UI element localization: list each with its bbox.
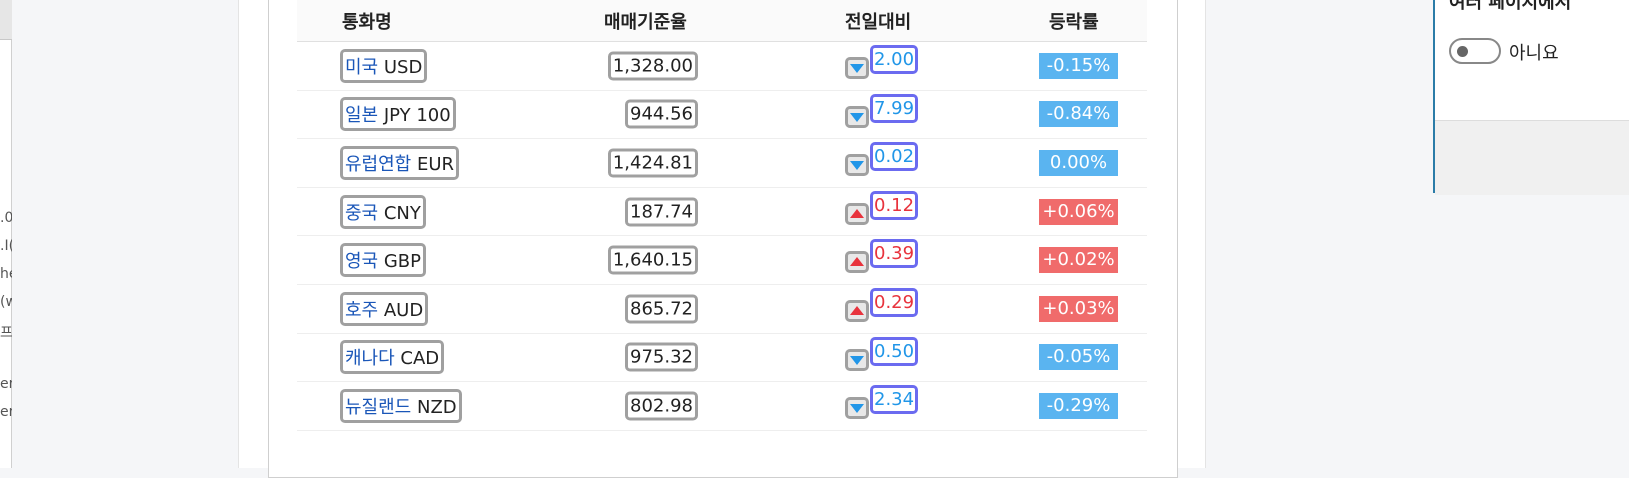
table-row: 중국 CNY 187.74 0.12 +0.06% xyxy=(297,188,1147,237)
header-rate-change: 등락률 xyxy=(1049,12,1099,33)
popup-footer xyxy=(1435,120,1629,195)
currency-code: NZD xyxy=(416,396,457,418)
currency-link[interactable]: 뉴질랜드 NZD xyxy=(340,388,462,423)
arrow-down-icon xyxy=(845,397,869,420)
settings-popup: 여러 페이지에서 아니요 xyxy=(1433,0,1629,195)
currency-name: 일본 xyxy=(345,105,379,127)
arrow-down-icon xyxy=(845,348,869,371)
rate-change-badge: -0.84% xyxy=(1039,101,1118,128)
base-rate-value: 1,328.00 xyxy=(607,51,698,81)
base-rate-value: 975.32 xyxy=(625,342,698,372)
currency-link[interactable]: 일본 JPY 100 xyxy=(340,97,456,132)
left-panel-edge: .0 .I( he (w 프 er er xyxy=(0,0,12,468)
currency-code: JPY 100 xyxy=(383,105,451,127)
base-rate-value: 1,640.15 xyxy=(607,245,698,275)
change-value: 0.50 xyxy=(870,336,919,366)
currency-code: CNY xyxy=(383,202,421,224)
rate-change-badge: 0.00% xyxy=(1039,149,1118,176)
toggle-label: 아니요 xyxy=(1509,43,1559,64)
base-rate-value: 187.74 xyxy=(625,197,698,227)
arrow-down-icon xyxy=(845,154,869,177)
table-row: 뉴질랜드 NZD 802.98 2.34 -0.29% xyxy=(297,382,1147,431)
table-row: 호주 AUD 865.72 0.29 +0.03% xyxy=(297,285,1147,334)
left-panel-scrollbar[interactable] xyxy=(0,0,12,40)
change-value: 0.39 xyxy=(870,239,919,269)
left-text-fragment: .I( xyxy=(0,238,12,254)
change-value: 0.29 xyxy=(870,287,919,317)
rate-change-badge: -0.29% xyxy=(1039,392,1118,419)
currency-name: 미국 xyxy=(345,56,379,78)
base-rate-value: 1,424.81 xyxy=(607,148,698,178)
arrow-up-icon xyxy=(845,202,869,225)
exchange-rate-table: 통화명 매매기준율 전일대비 등락률 미국 USD 1,328.00 2.00 -0.… xyxy=(297,0,1147,431)
toggle-switch[interactable] xyxy=(1449,38,1501,64)
currency-name: 유럽연합 xyxy=(345,153,412,175)
currency-name: 영국 xyxy=(345,251,379,273)
rate-change-badge: +0.02% xyxy=(1039,247,1118,274)
left-text-fragment: .0 xyxy=(0,210,12,226)
currency-link[interactable]: 영국 GBP xyxy=(340,243,427,278)
currency-code: GBP xyxy=(383,251,422,273)
left-text-fragment: he xyxy=(0,266,12,282)
change-value: 2.34 xyxy=(870,385,919,415)
header-change: 전일대비 xyxy=(845,12,912,33)
currency-code: CAD xyxy=(400,348,440,370)
left-text-fragment: er xyxy=(0,376,12,392)
table-header: 통화명 매매기준율 전일대비 등락률 xyxy=(297,0,1147,42)
left-text-fragment: (w xyxy=(0,294,12,310)
arrow-up-icon xyxy=(845,299,869,322)
change-value: 2.00 xyxy=(870,45,919,74)
base-rate-value: 802.98 xyxy=(625,391,698,421)
arrow-down-icon xyxy=(845,57,869,79)
base-rate-value: 865.72 xyxy=(625,294,698,324)
popup-heading: 여러 페이지에서 xyxy=(1449,0,1572,13)
table-row: 영국 GBP 1,640.15 0.39 +0.02% xyxy=(297,236,1147,285)
rate-change-badge: +0.06% xyxy=(1039,198,1118,225)
toggle-knob xyxy=(1457,46,1468,57)
currency-code: USD xyxy=(383,56,423,78)
currency-link[interactable]: 중국 CNY xyxy=(340,194,426,229)
currency-code: AUD xyxy=(383,299,424,321)
currency-link[interactable]: 캐나다 CAD xyxy=(340,340,445,375)
currency-link[interactable]: 미국 USD xyxy=(340,48,428,83)
header-currency-name: 통화명 xyxy=(342,12,392,33)
left-text-fragment: 프 xyxy=(0,325,12,341)
arrow-up-icon xyxy=(845,251,869,274)
table-row: 미국 USD 1,328.00 2.00 -0.15% xyxy=(297,42,1147,91)
table-row: 유럽연합 EUR 1,424.81 0.02 0.00% xyxy=(297,139,1147,188)
currency-name: 호주 xyxy=(345,299,379,321)
rate-change-badge: +0.03% xyxy=(1039,295,1118,322)
table-body: 미국 USD 1,328.00 2.00 -0.15% 일본 JPY 100 944.56… xyxy=(297,42,1147,431)
table-row: 일본 JPY 100 944.56 7.99 -0.84% xyxy=(297,91,1147,140)
currency-link[interactable]: 호주 AUD xyxy=(340,291,429,326)
change-value: 7.99 xyxy=(870,93,919,123)
currency-name: 뉴질랜드 xyxy=(345,396,412,418)
change-value: 0.12 xyxy=(870,190,919,220)
rate-change-badge: -0.15% xyxy=(1039,52,1118,79)
currency-name: 캐나다 xyxy=(345,348,395,370)
rate-change-badge: -0.05% xyxy=(1039,344,1118,371)
currency-link[interactable]: 유럽연합 EUR xyxy=(340,145,460,180)
header-base-rate: 매매기준율 xyxy=(604,12,687,33)
change-value: 0.02 xyxy=(870,142,919,172)
arrow-down-icon xyxy=(845,105,869,128)
left-text-fragment: er xyxy=(0,404,12,420)
currency-code: EUR xyxy=(416,153,455,175)
table-row: 캐나다 CAD 975.32 0.50 -0.05% xyxy=(297,334,1147,383)
currency-name: 중국 xyxy=(345,202,379,224)
base-rate-value: 944.56 xyxy=(625,99,698,129)
